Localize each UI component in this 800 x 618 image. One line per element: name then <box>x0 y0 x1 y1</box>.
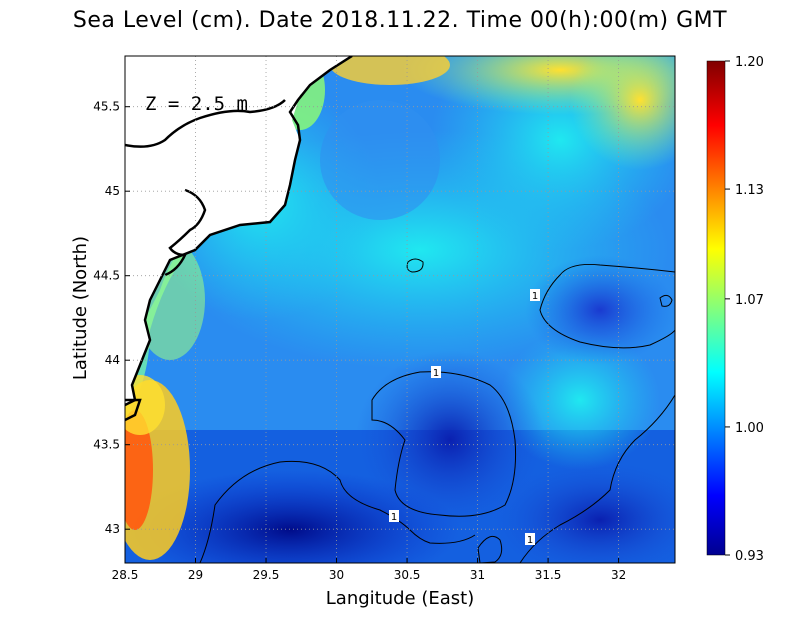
contour-label: 1 <box>532 291 538 302</box>
coastline <box>125 56 353 422</box>
colorbar-labels: 1.20 1.13 1.07 1.00 0.93 <box>725 55 764 564</box>
contour-small-south <box>477 535 503 563</box>
x-tick-label: 30 <box>329 568 344 582</box>
x-tick-label: 32 <box>611 568 626 582</box>
depth-annotation: Z = 2.5 m <box>145 93 248 115</box>
y-axis-label: Latitude (North) <box>70 235 91 381</box>
x-axis: 28.5 29 29.5 30 30.5 31 31.5 32 <box>112 558 626 582</box>
colorbar-label: 1.20 <box>735 55 764 70</box>
colorbar-label: 1.13 <box>735 183 764 198</box>
x-tick-label: 31.5 <box>535 568 562 582</box>
contour-labels: 1 1 1 1 <box>389 289 540 546</box>
y-tick-label: 45.5 <box>93 100 120 114</box>
y-tick-label: 43.5 <box>93 438 120 452</box>
x-tick-label: 30.5 <box>394 568 421 582</box>
contour-label: 1 <box>433 368 439 379</box>
contour-label: 1 <box>527 535 533 546</box>
y-tick-label: 43 <box>105 522 120 536</box>
y-tick-label: 44.5 <box>93 269 120 283</box>
x-tick-label: 29.5 <box>253 568 280 582</box>
contours <box>199 258 675 563</box>
x-tick-label: 29 <box>188 568 203 582</box>
land-mass <box>125 56 352 405</box>
x-tick-label: 28.5 <box>112 568 139 582</box>
contour-northeast <box>539 264 675 349</box>
chart-title: Sea Level (cm). Date 2018.11.22. Time 00… <box>72 8 728 33</box>
x-tick-label: 31 <box>470 568 485 582</box>
colorbar-label: 1.07 <box>735 293 764 308</box>
contour-southeast <box>519 394 675 563</box>
x-axis-label: Langitude (East) <box>325 588 475 609</box>
contour-small-east <box>659 294 673 307</box>
colorbar-label: 0.93 <box>735 549 764 564</box>
contour-south <box>199 460 476 563</box>
plot-frame <box>124 55 676 564</box>
grid <box>125 56 675 563</box>
contour-label: 1 <box>391 512 397 523</box>
contour-center <box>371 371 517 517</box>
colorbar <box>706 60 726 556</box>
colorbar-label: 1.00 <box>735 421 764 436</box>
contour-small-north <box>406 258 424 273</box>
y-tick-label: 45 <box>105 184 120 198</box>
y-tick-label: 44 <box>105 353 120 367</box>
y-axis: 43 43.5 44 44.5 45 45.5 <box>93 100 130 536</box>
